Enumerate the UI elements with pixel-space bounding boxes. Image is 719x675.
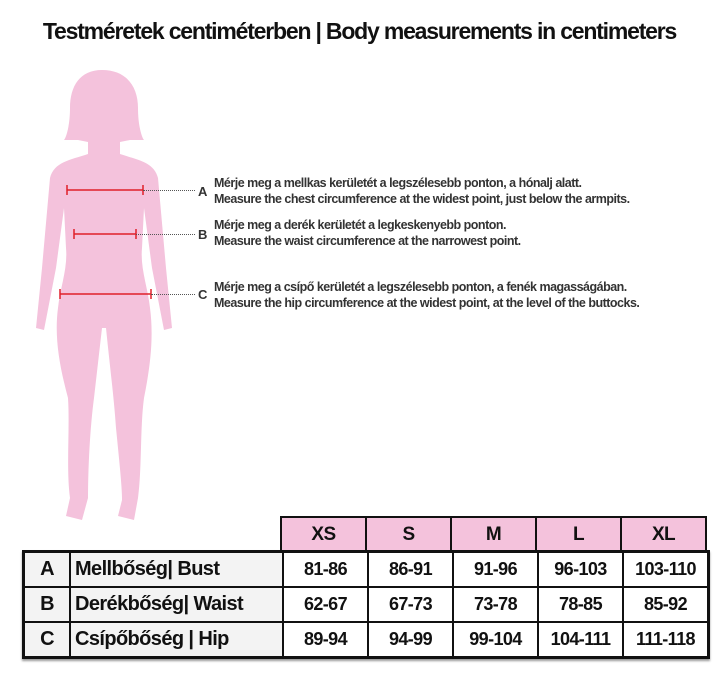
size-table: A Mellbőség| Bust 81-86 86-91 91-96 96-103 103… bbox=[22, 550, 710, 659]
row-label: Csípőbőség | Hip bbox=[69, 621, 284, 659]
table-cell: 89-94 bbox=[282, 621, 369, 659]
leader-line-c bbox=[151, 294, 195, 295]
table-cell: 73-78 bbox=[452, 586, 539, 623]
table-cell: 91-96 bbox=[452, 550, 539, 588]
table-cell: 78-85 bbox=[537, 586, 624, 623]
row-key: B bbox=[22, 586, 71, 623]
page-title: Testméretek centiméterben | Body measure… bbox=[42, 18, 677, 44]
table-cell: 67-73 bbox=[367, 586, 454, 623]
annotation-en: Measure the hip circumference at the wid… bbox=[214, 296, 640, 310]
table-row: A Mellbőség| Bust 81-86 86-91 91-96 96-103 103… bbox=[22, 550, 710, 588]
size-s: S bbox=[365, 516, 452, 554]
table-row: B Derékbőség| Waist 62-67 67-73 73-78 78-85 85… bbox=[22, 586, 710, 623]
marker-a: A bbox=[198, 184, 208, 199]
table-row: C Csípőbőség | Hip 89-94 94-99 99-104 104-111… bbox=[22, 621, 710, 659]
marker-c: C bbox=[198, 287, 208, 302]
annotation-chest: Mérje meg a mellkas kerületét a legszéle… bbox=[214, 175, 630, 207]
size-l: L bbox=[535, 516, 622, 554]
row-key: A bbox=[22, 550, 71, 588]
leader-line-a bbox=[143, 190, 195, 191]
annotation-hu: Mérje meg a mellkas kerületét a legszéle… bbox=[214, 176, 582, 190]
annotation-hu: Mérje meg a csípő kerületét a legszélese… bbox=[214, 280, 627, 294]
body-silhouette bbox=[36, 70, 172, 520]
table-cell: 85-92 bbox=[622, 586, 710, 623]
size-m: M bbox=[450, 516, 537, 554]
leader-line-b bbox=[136, 234, 195, 235]
table-cell: 99-104 bbox=[452, 621, 539, 659]
table-cell: 62-67 bbox=[282, 586, 369, 623]
row-label: Mellbőség| Bust bbox=[69, 550, 284, 588]
size-header: XS S M L XL bbox=[280, 516, 707, 554]
table-cell: 94-99 bbox=[367, 621, 454, 659]
row-key: C bbox=[22, 621, 71, 659]
annotation-en: Measure the waist circumference at the n… bbox=[214, 234, 521, 248]
size-xs: XS bbox=[280, 516, 367, 554]
annotation-hip: Mérje meg a csípő kerületét a legszélese… bbox=[214, 279, 640, 311]
table-cell: 111-118 bbox=[622, 621, 710, 659]
annotation-hu: Mérje meg a derék kerületét a legkeskeny… bbox=[214, 218, 506, 232]
marker-b: B bbox=[198, 227, 208, 242]
table-cell: 86-91 bbox=[367, 550, 454, 588]
row-label: Derékbőség| Waist bbox=[69, 586, 284, 623]
table-cell: 104-111 bbox=[537, 621, 624, 659]
annotation-en: Measure the chest circumference at the w… bbox=[214, 192, 630, 206]
annotation-waist: Mérje meg a derék kerületét a legkeskeny… bbox=[214, 217, 521, 249]
size-xl: XL bbox=[620, 516, 707, 554]
table-cell: 81-86 bbox=[282, 550, 369, 588]
table-cell: 103-110 bbox=[622, 550, 710, 588]
table-cell: 96-103 bbox=[537, 550, 624, 588]
